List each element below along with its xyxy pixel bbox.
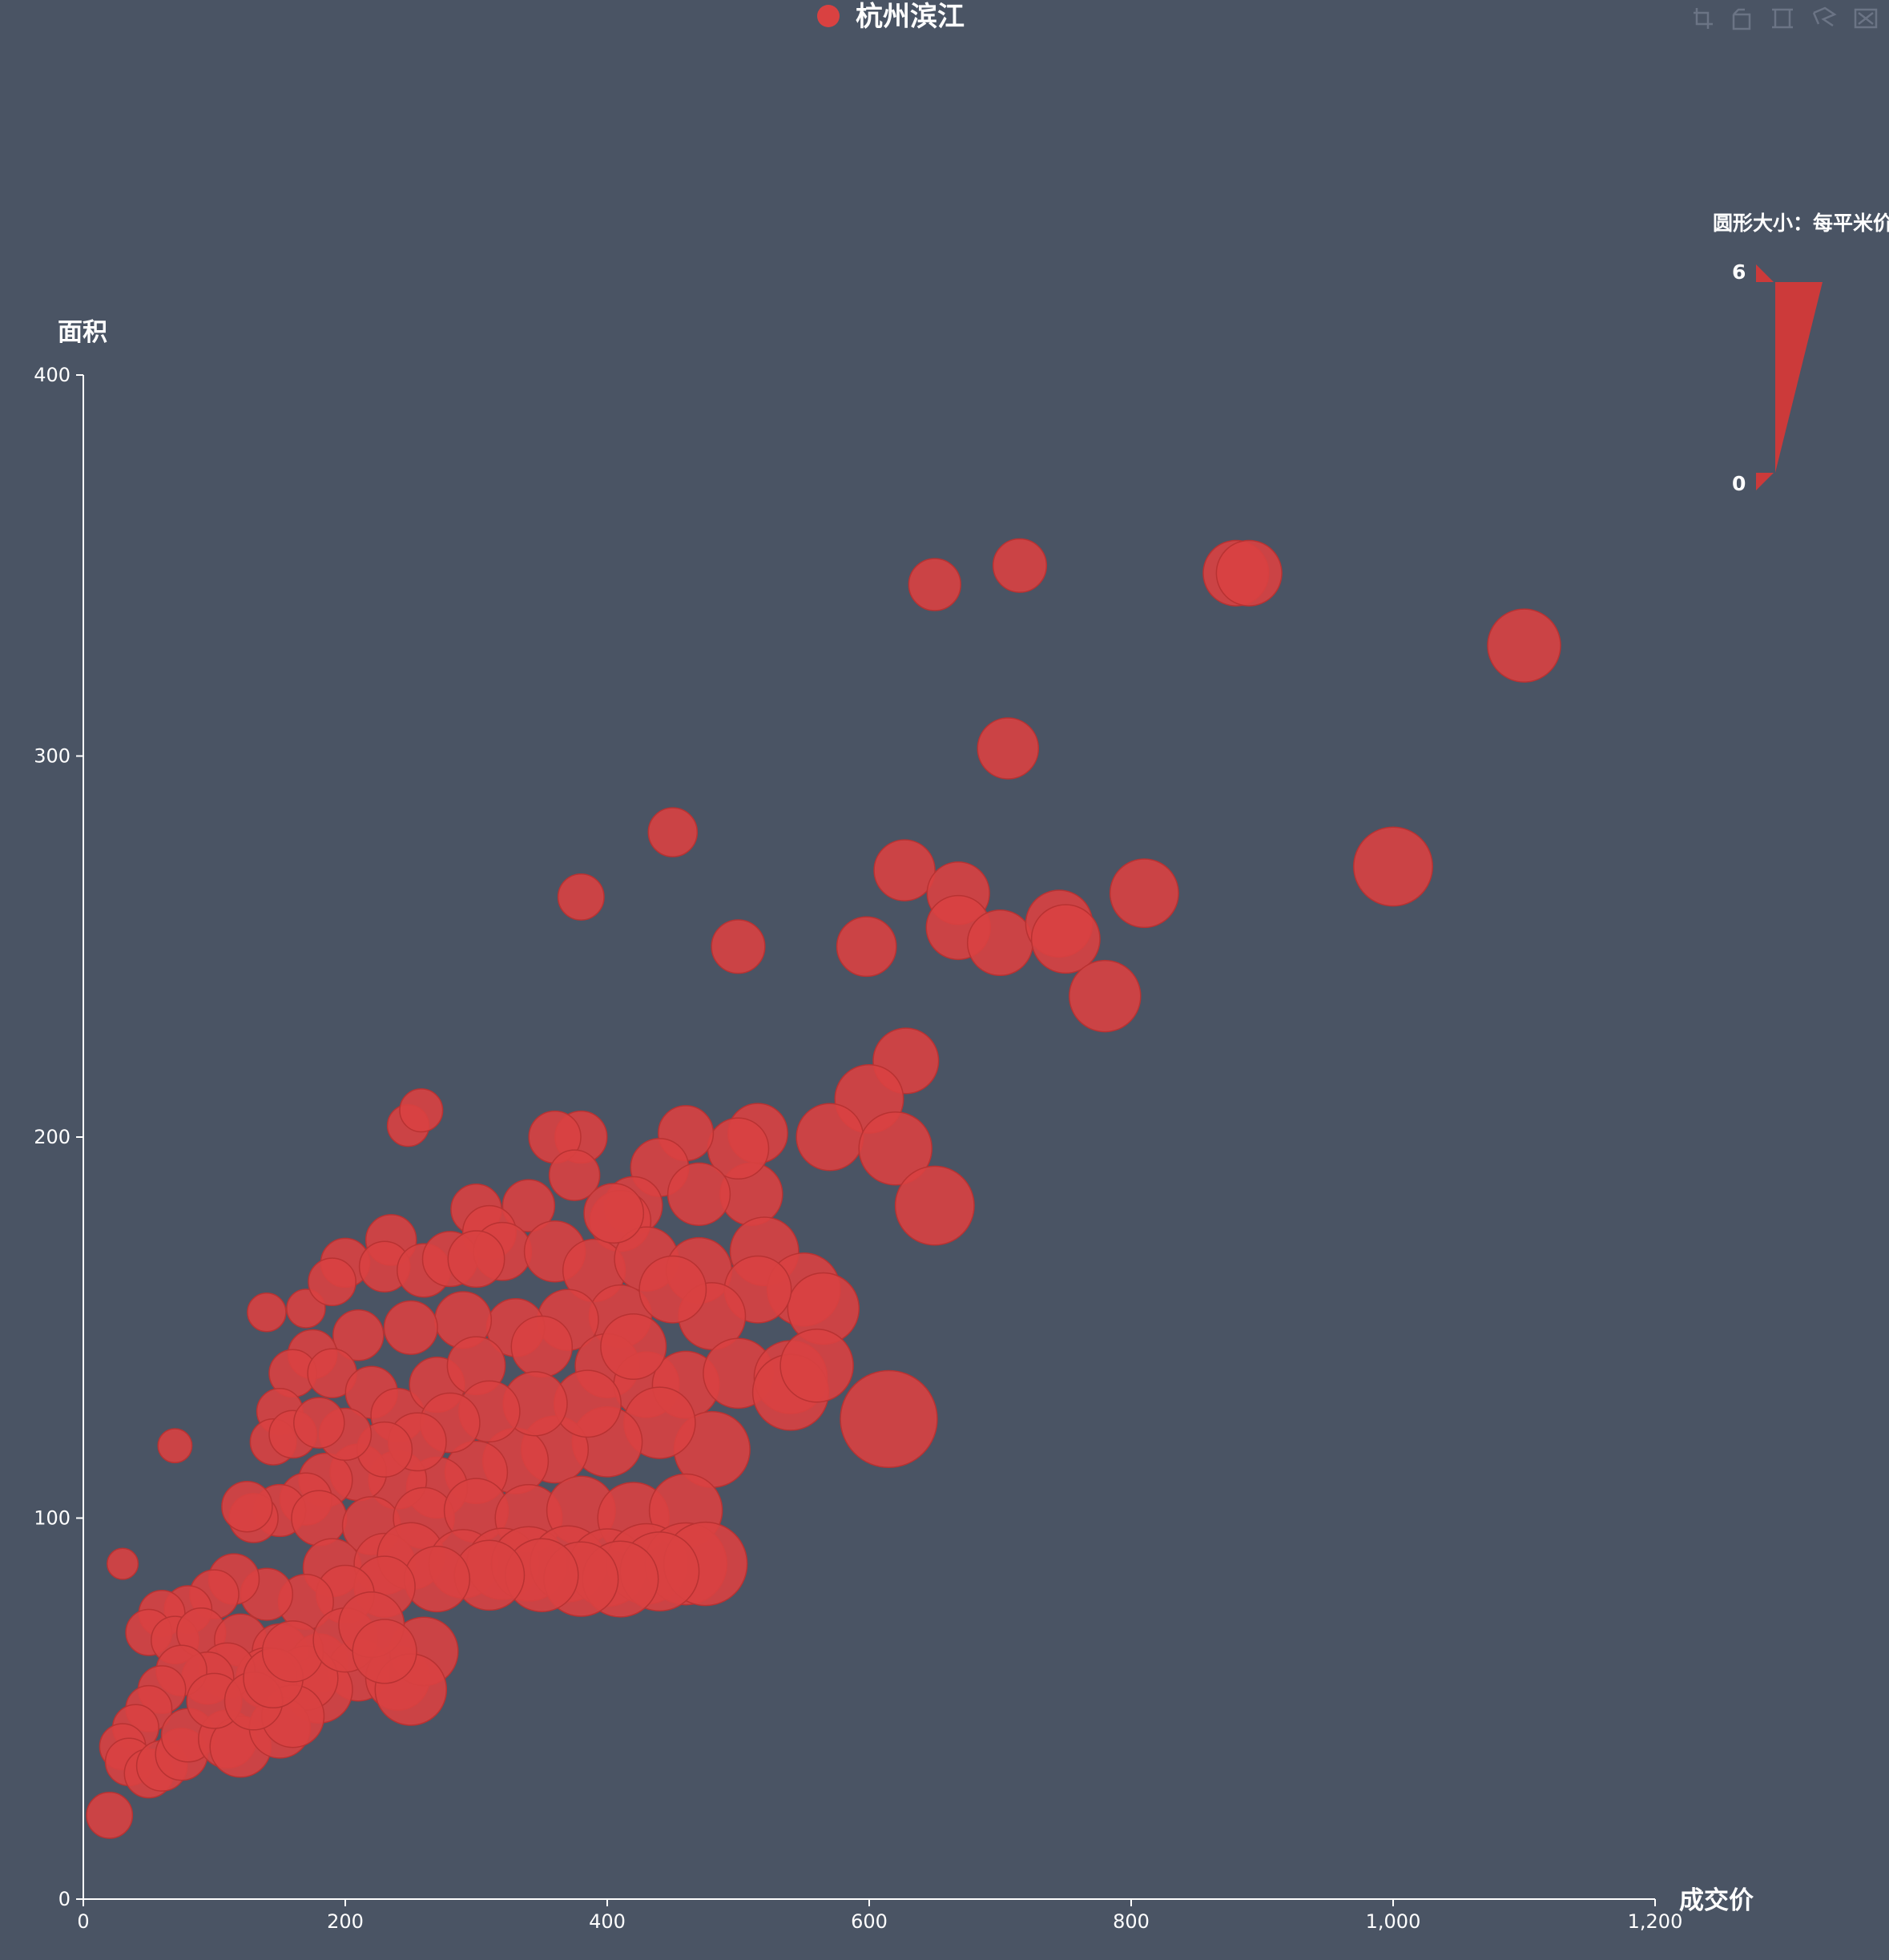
brush-clear-icon[interactable] xyxy=(1854,8,1878,29)
scatter-point[interactable] xyxy=(779,1329,854,1403)
brush-rect-icon[interactable] xyxy=(1772,8,1793,29)
scatter-point[interactable] xyxy=(332,1309,385,1361)
y-tick-label: 300 xyxy=(34,745,70,768)
visual-map-title: 圆形大小：每平米价 xyxy=(1713,212,1889,235)
y-axis-name: 面积 xyxy=(58,318,107,347)
visual-map-min-handle[interactable] xyxy=(1756,473,1774,490)
y-axis: 0 100 200 300 400 xyxy=(34,364,84,1910)
scatter-point[interactable] xyxy=(501,1179,556,1232)
zoom-icon[interactable] xyxy=(1694,8,1713,29)
scatter-point[interactable] xyxy=(308,1257,356,1307)
x-tick-label: 600 xyxy=(851,1910,888,1933)
scatter-point[interactable] xyxy=(383,1300,438,1355)
scatter-point[interactable] xyxy=(795,1103,864,1172)
scatter-point[interactable] xyxy=(977,717,1040,780)
scatter-point[interactable] xyxy=(157,1428,193,1464)
legend[interactable]: 杭州滨江 xyxy=(817,1,965,33)
scatter-point[interactable] xyxy=(966,909,1034,977)
visual-map-bar[interactable] xyxy=(1775,282,1823,473)
zoom-reset-icon[interactable] xyxy=(1732,8,1751,30)
scatter-point[interactable] xyxy=(548,1149,601,1201)
y-tick-label: 0 xyxy=(58,1888,70,1910)
scatter-point[interactable] xyxy=(908,558,961,611)
visual-map-max-handle[interactable] xyxy=(1756,264,1774,282)
legend-label[interactable]: 杭州滨江 xyxy=(856,1,965,33)
scatter-point[interactable] xyxy=(711,919,766,974)
x-tick-label: 800 xyxy=(1113,1910,1150,1933)
scatter-point[interactable] xyxy=(1109,858,1179,929)
y-tick-label: 400 xyxy=(34,364,70,386)
scatter-point[interactable] xyxy=(352,1619,417,1684)
scatter-point[interactable] xyxy=(557,873,605,921)
scatter-point[interactable] xyxy=(221,1480,273,1533)
y-tick-label: 100 xyxy=(34,1507,70,1530)
scatter-point[interactable] xyxy=(399,1088,444,1133)
scatter-point[interactable] xyxy=(858,1111,932,1186)
scatter-series[interactable] xyxy=(86,538,1561,1839)
scatter-point[interactable] xyxy=(894,1165,975,1246)
x-tick-label: 0 xyxy=(77,1910,89,1933)
scatter-point[interactable] xyxy=(291,1490,348,1547)
scatter-point[interactable] xyxy=(86,1791,134,1839)
x-axis: 0 200 400 600 800 1,000 1,200 xyxy=(77,1898,1683,1933)
scatter-point[interactable] xyxy=(1215,539,1283,607)
legend-marker[interactable] xyxy=(817,5,840,27)
x-tick-label: 1,000 xyxy=(1366,1910,1421,1933)
scatter-point[interactable] xyxy=(638,1255,707,1324)
x-axis-name: 成交价 xyxy=(1679,1886,1754,1915)
y-tick-label: 200 xyxy=(34,1126,70,1148)
scatter-point[interactable] xyxy=(447,1230,505,1289)
scatter-point[interactable] xyxy=(840,1369,938,1469)
scatter-point[interactable] xyxy=(873,839,936,901)
scatter-point[interactable] xyxy=(107,1547,139,1580)
toolbox[interactable] xyxy=(1694,6,1878,30)
scatter-point[interactable] xyxy=(510,1315,574,1378)
scatter-point[interactable] xyxy=(1069,959,1142,1033)
scatter-point[interactable] xyxy=(247,1292,287,1333)
scatter-point[interactable] xyxy=(667,1162,731,1226)
x-tick-label: 200 xyxy=(327,1910,364,1933)
scatter-point[interactable] xyxy=(647,807,699,857)
scatter-point[interactable] xyxy=(836,916,897,978)
scatter-point[interactable] xyxy=(1030,904,1101,974)
scatter-point[interactable] xyxy=(1353,826,1433,907)
scatter-point[interactable] xyxy=(261,1620,324,1683)
visual-map-min-label: 0 xyxy=(1732,472,1746,495)
x-tick-label: 400 xyxy=(589,1910,626,1933)
x-tick-label: 1,200 xyxy=(1628,1910,1683,1933)
scatter-point[interactable] xyxy=(293,1397,345,1449)
scatter-point[interactable] xyxy=(992,538,1048,593)
brush-lasso-icon[interactable] xyxy=(1812,6,1837,27)
visual-map[interactable]: 圆形大小：每平米价 6 0 xyxy=(1713,212,1889,495)
scatter-point[interactable] xyxy=(1487,608,1561,683)
scatter-point[interactable] xyxy=(600,1313,667,1381)
scatter-point[interactable] xyxy=(583,1183,645,1244)
visual-map-max-label: 6 xyxy=(1732,260,1746,284)
